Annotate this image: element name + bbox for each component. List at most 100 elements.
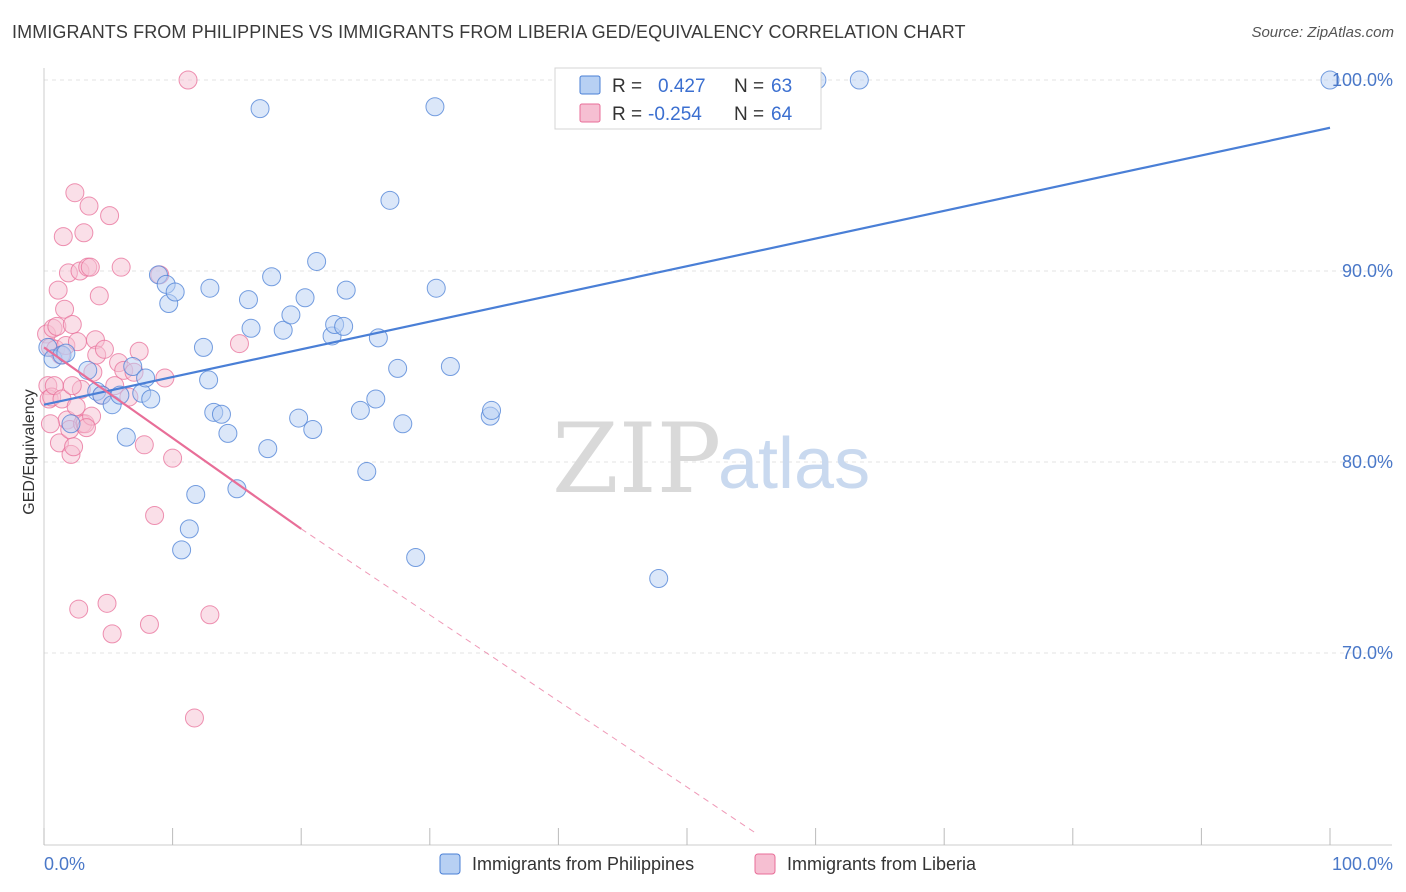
legend-swatch-philippines	[579, 75, 601, 95]
watermark-atlas: atlas	[718, 424, 870, 504]
y-tick-label: 100.0%	[1332, 70, 1393, 90]
point-liberia	[74, 223, 94, 243]
point-philippines	[303, 420, 323, 440]
x-tick-label: 0.0%	[44, 854, 85, 874]
point-philippines	[179, 519, 199, 539]
source-label: Source: ZipAtlas.com	[1251, 24, 1394, 41]
trend-lines	[43, 126, 1331, 835]
point-liberia	[79, 196, 99, 216]
point-liberia	[62, 314, 82, 334]
axes	[43, 68, 1392, 846]
gridlines	[44, 79, 1392, 654]
point-philippines	[193, 337, 213, 357]
point-liberia	[94, 339, 114, 359]
bottom-legend-swatch-liberia	[754, 853, 776, 875]
legend-r-value-1: 0.427	[658, 76, 706, 97]
point-philippines	[1320, 70, 1340, 90]
point-liberia	[100, 206, 120, 226]
legend-n-label-1: N =	[734, 76, 764, 97]
legend-n-value-1: 63	[771, 76, 792, 97]
point-philippines	[172, 540, 192, 560]
trend-line-philippines	[43, 126, 1331, 406]
point-liberia	[139, 614, 159, 634]
y-tick-label: 80.0%	[1342, 452, 1393, 472]
point-philippines	[241, 318, 261, 338]
point-philippines	[218, 423, 238, 443]
point-philippines	[649, 569, 669, 589]
tick-labels: 70.0% 80.0% 90.0% 100.0% 0.0% 100.0%	[44, 70, 1393, 874]
legend-r-label-1: R =	[612, 76, 642, 97]
data-points	[37, 70, 1340, 728]
point-philippines	[262, 267, 282, 287]
legend-n-label-2: N =	[734, 104, 764, 125]
point-philippines	[334, 316, 354, 336]
point-philippines	[426, 278, 446, 298]
point-liberia	[66, 397, 86, 417]
point-philippines	[200, 278, 220, 298]
trend-line-liberia-extension	[300, 528, 759, 835]
point-liberia	[69, 599, 89, 619]
point-philippines	[281, 305, 301, 325]
point-philippines	[366, 389, 386, 409]
point-liberia	[102, 624, 122, 644]
point-philippines	[199, 370, 219, 390]
point-liberia	[111, 257, 131, 277]
point-liberia	[89, 286, 109, 306]
point-liberia	[178, 70, 198, 90]
bottom-legend-label-liberia: Immigrants from Liberia	[787, 854, 977, 874]
point-philippines	[289, 408, 309, 428]
point-philippines	[211, 404, 231, 424]
point-liberia	[163, 448, 183, 468]
point-liberia	[97, 593, 117, 613]
point-philippines	[482, 400, 502, 420]
point-philippines	[849, 70, 869, 90]
point-liberia	[64, 437, 84, 457]
point-philippines	[186, 484, 206, 504]
point-liberia	[145, 505, 165, 525]
point-philippines	[336, 280, 356, 300]
y-axis-title: GED/Equivalency	[21, 389, 38, 514]
point-liberia	[65, 183, 85, 203]
point-philippines	[380, 190, 400, 210]
point-philippines	[141, 389, 161, 409]
point-liberia	[184, 708, 204, 728]
legend-swatch-liberia	[579, 103, 601, 123]
y-tick-label: 90.0%	[1342, 261, 1393, 281]
chart-title: IMMIGRANTS FROM PHILIPPINES VS IMMIGRANT…	[12, 22, 966, 42]
point-liberia	[55, 299, 75, 319]
point-philippines	[295, 288, 315, 308]
trend-line-liberia	[43, 346, 302, 530]
point-philippines	[440, 357, 460, 376]
point-philippines	[307, 251, 327, 271]
legend-n-value-2: 64	[771, 104, 793, 125]
legend-r-value-2: -0.254	[648, 104, 702, 125]
point-philippines	[61, 414, 81, 434]
watermark: ZIP atlas	[552, 403, 870, 515]
point-philippines	[78, 360, 98, 380]
point-philippines	[238, 290, 258, 310]
point-liberia	[62, 376, 82, 396]
point-liberia	[53, 227, 73, 247]
point-philippines	[350, 400, 370, 420]
bottom-legend-label-philippines: Immigrants from Philippines	[472, 854, 694, 874]
point-philippines	[357, 462, 377, 482]
point-liberia	[80, 257, 100, 277]
point-liberia	[229, 334, 249, 354]
point-philippines	[273, 320, 293, 340]
point-philippines	[116, 427, 136, 447]
point-philippines	[388, 358, 408, 378]
bottom-legend: Immigrants from Philippines Immigrants f…	[439, 853, 977, 875]
legend: R = 0.427 N = 63 R = -0.254 N = 64	[554, 67, 822, 130]
point-liberia	[200, 605, 220, 625]
point-philippines	[425, 97, 445, 117]
point-liberia	[134, 435, 154, 455]
point-philippines	[406, 548, 426, 567]
point-philippines	[250, 99, 270, 119]
point-liberia	[48, 280, 68, 300]
point-philippines	[123, 357, 143, 376]
bottom-legend-swatch-philippines	[439, 853, 461, 875]
legend-r-label-2: R =	[612, 104, 642, 125]
point-philippines	[165, 282, 185, 302]
x-tick-label: 100.0%	[1332, 854, 1393, 874]
